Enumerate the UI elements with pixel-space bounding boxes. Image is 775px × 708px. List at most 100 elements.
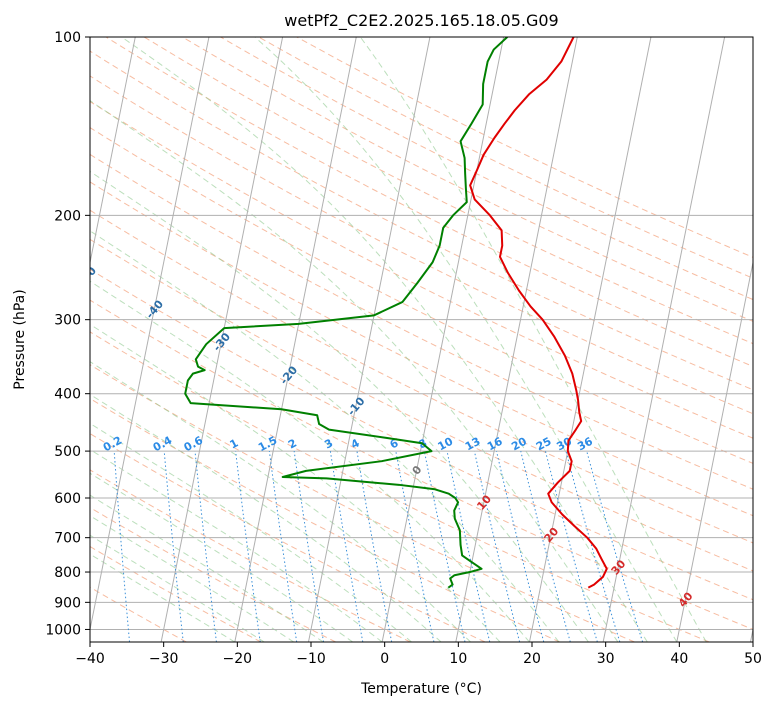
dry-adiabat <box>182 37 753 322</box>
moist-adiabat <box>90 100 619 642</box>
mixing-ratio-line <box>520 450 571 642</box>
chart-title: wetPf2_C2E2.2025.165.18.05.G09 <box>284 11 558 31</box>
dry-adiabat <box>90 397 560 642</box>
moist-adiabat <box>90 534 265 642</box>
mixing-ratio-line <box>194 451 217 642</box>
x-tick-label: 50 <box>744 651 762 667</box>
mixing-ratio-label: 36 <box>575 435 595 454</box>
dry-adiabat <box>90 331 710 642</box>
isotherm-label: 30 <box>609 557 629 577</box>
dry-adiabat <box>105 37 753 367</box>
isotherm-line <box>160 37 284 642</box>
mixing-ratio-label: 3 <box>322 436 335 451</box>
moist-adiabat <box>90 422 412 642</box>
dry-adiabat <box>90 127 753 464</box>
moist-adiabat <box>90 448 383 642</box>
isotherm-line <box>90 37 210 632</box>
moist-adiabat <box>90 280 530 642</box>
moist-adiabat <box>121 37 648 642</box>
mixing-ratio-line <box>565 450 621 642</box>
x-tick-label: 0 <box>380 651 389 667</box>
x-tick-label: −10 <box>296 651 326 667</box>
mixing-ratio-line <box>423 451 466 642</box>
mixing-ratio-line <box>496 450 545 642</box>
mixing-ratio-line <box>473 450 521 642</box>
isotherm-line <box>90 37 136 266</box>
mixing-ratio-label: 4 <box>349 436 362 451</box>
isotherm-label: 40 <box>676 589 696 609</box>
moist-adiabat <box>90 230 560 642</box>
x-tick-label: 10 <box>449 651 467 667</box>
mixing-ratio-line <box>395 451 435 642</box>
y-axis-title: Pressure (hPa) <box>12 289 28 389</box>
plot-area: 0.10.20.40.611.52346810131620253036-100-… <box>0 37 753 642</box>
y-tick-label: 200 <box>54 208 81 224</box>
dry-adiabat <box>90 506 336 642</box>
temperature-profile <box>469 37 608 589</box>
moist-adiabat <box>254 37 678 642</box>
isotherm-line <box>381 37 505 642</box>
moist-adiabat <box>90 361 471 642</box>
isotherm-line <box>676 259 753 642</box>
dry-adiabat <box>90 209 753 544</box>
y-tick-label: 300 <box>54 313 81 329</box>
isotherm-line <box>749 626 753 642</box>
mixing-ratio-label: 25 <box>534 435 554 454</box>
mixing-ratio-line <box>586 450 644 642</box>
moist-adiabat <box>90 494 324 642</box>
isotherm-line <box>528 37 652 642</box>
isotherm-label: -60 <box>9 232 32 256</box>
y-tick-label: 500 <box>54 444 81 460</box>
mixing-ratio-line <box>268 451 298 642</box>
x-tick-label: 20 <box>523 651 541 667</box>
mixing-ratio-line <box>544 450 598 642</box>
dewpoint-profile <box>184 37 508 589</box>
mixing-ratio-label: 13 <box>463 435 483 454</box>
y-tick-label: 600 <box>54 491 81 507</box>
dry-adiabat <box>90 469 411 642</box>
y-tick-label: 900 <box>54 595 81 611</box>
moist-adiabat <box>90 323 501 642</box>
moist-adiabat <box>90 393 442 642</box>
plot-frame <box>89 36 754 643</box>
x-axis-title: Temperature (°C) <box>360 681 482 697</box>
y-tick-label: 800 <box>54 565 81 581</box>
mixing-ratio-label: 10 <box>436 435 456 454</box>
mixing-ratio-label: 20 <box>509 435 529 454</box>
moist-adiabat <box>359 37 707 642</box>
isotherm-label: 10 <box>474 492 494 512</box>
dry-adiabat <box>90 364 635 642</box>
dry-adiabat <box>90 50 753 391</box>
dry-adiabat <box>90 75 753 415</box>
isotherm-label: -30 <box>210 330 233 354</box>
dry-adiabat <box>90 153 753 490</box>
moist-adiabat <box>90 472 353 642</box>
isotherm-line <box>234 37 357 642</box>
y-tick-label: 1000 <box>45 622 81 638</box>
isotherm-line <box>0 37 62 642</box>
mixing-ratio-line <box>293 451 325 642</box>
dry-adiabat <box>90 586 187 642</box>
isotherm-line <box>455 37 578 642</box>
y-tick-label: 400 <box>54 387 81 403</box>
y-tick-label: 100 <box>54 30 81 46</box>
dry-adiabat <box>143 37 753 345</box>
x-tick-label: −20 <box>223 651 253 667</box>
mixing-ratio-label: 1 <box>228 436 241 451</box>
moist-adiabat <box>90 553 236 642</box>
dry-adiabat <box>90 299 753 630</box>
axes: −40 −30 −20 −10 0 10 20 30 40 50 100 200 300 400 500 60… <box>45 30 762 667</box>
isotherm-label: 20 <box>542 525 562 545</box>
y-tick-label: 700 <box>54 531 81 547</box>
moist-adiabat <box>90 515 295 642</box>
x-tick-label: −30 <box>149 651 179 667</box>
mixing-ratio-label: 16 <box>485 435 505 454</box>
dry-adiabat <box>90 268 753 601</box>
isotherm-line <box>602 37 726 642</box>
mixing-ratio-line <box>446 450 491 642</box>
x-tick-label: −40 <box>75 651 105 667</box>
mixing-ratio-line <box>235 451 261 642</box>
moist-adiabat <box>90 170 589 642</box>
x-tick-label: 40 <box>670 651 688 667</box>
